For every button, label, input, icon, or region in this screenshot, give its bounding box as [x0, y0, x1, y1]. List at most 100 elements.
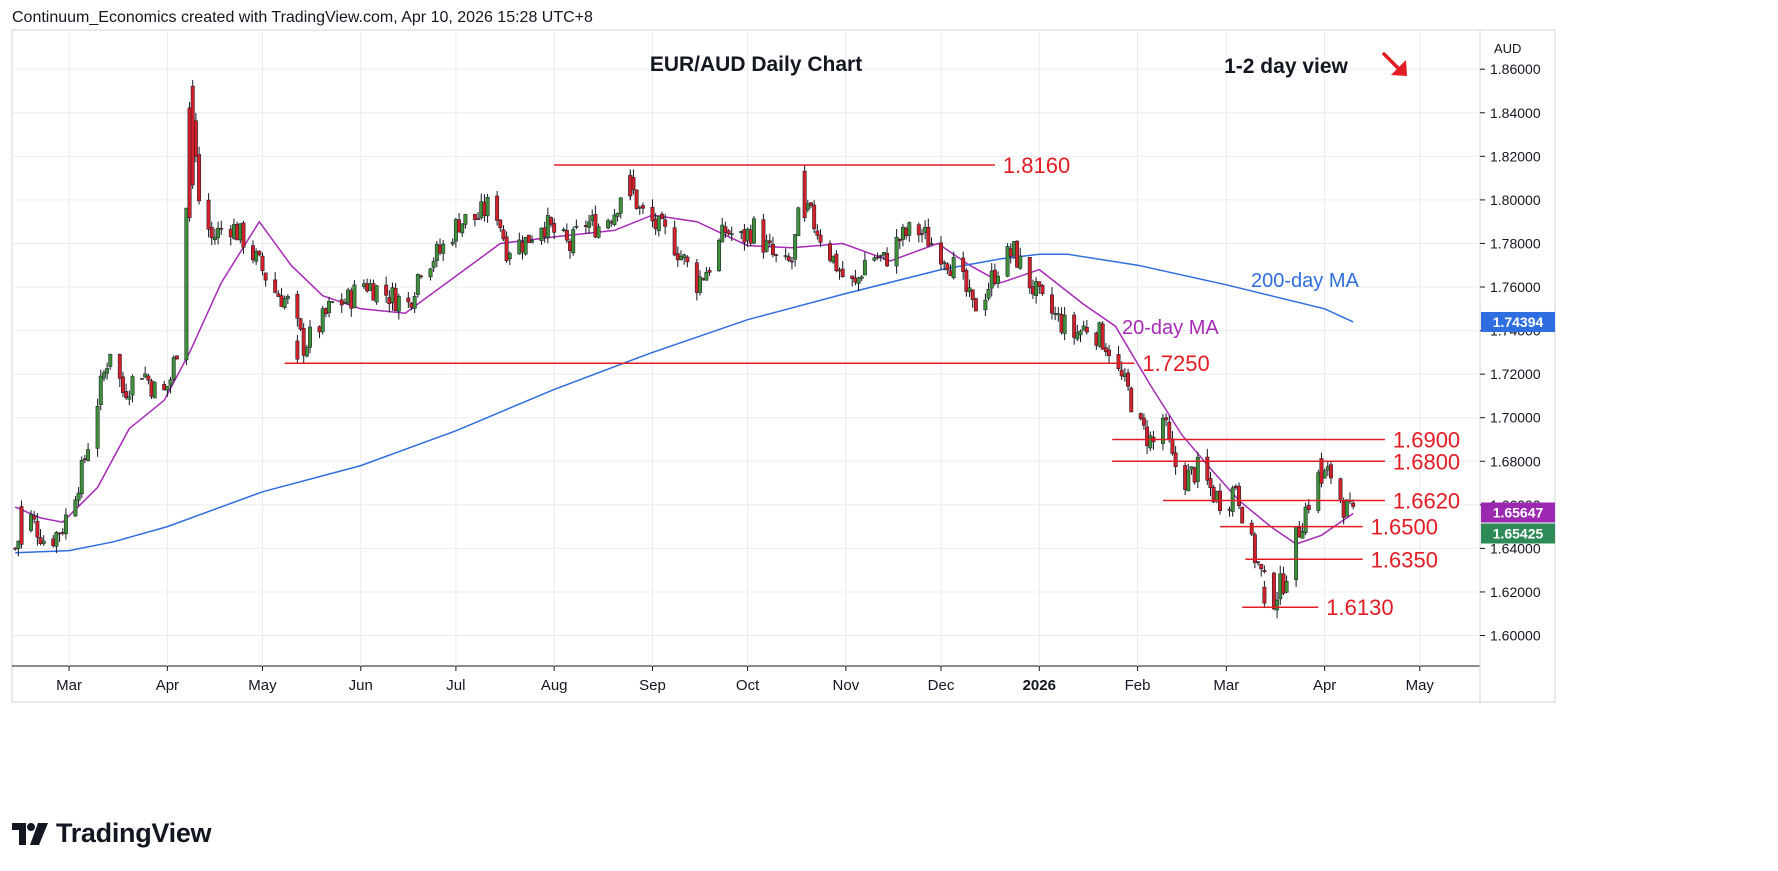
- ma20-line: [14, 214, 1354, 545]
- candle-extreme: [19, 506, 24, 545]
- candle-down: [1129, 387, 1134, 413]
- x-tick-label: Dec: [928, 677, 955, 694]
- candle-down: [672, 227, 677, 256]
- chart-annotations: EUR/AUD Daily Chart 1-2 day view 200-day M…: [650, 52, 1407, 339]
- candle-down: [1015, 240, 1020, 268]
- candle-up: [745, 228, 750, 241]
- candle-down: [1141, 417, 1146, 426]
- candle-down: [387, 297, 392, 305]
- x-tick-label: Nov: [833, 677, 860, 694]
- candle-up: [951, 257, 956, 279]
- candle-extreme: [190, 85, 195, 186]
- y-tick-label: 1.70000: [1490, 410, 1541, 426]
- candle-up: [606, 220, 611, 229]
- candle-up: [517, 239, 522, 255]
- candle-down: [809, 202, 813, 206]
- candle-down: [1037, 281, 1042, 287]
- candle-up: [346, 289, 351, 304]
- candle-down: [1329, 464, 1333, 479]
- ma200-price-badge: [1481, 311, 1555, 332]
- candle-up: [1053, 312, 1058, 315]
- candle-down: [542, 227, 547, 237]
- candle-down: [675, 253, 680, 261]
- candle-down: [552, 223, 557, 233]
- candle-up: [856, 277, 861, 284]
- candle-up: [330, 301, 335, 303]
- candle-down: [409, 302, 414, 308]
- candle-down: [650, 206, 655, 222]
- view-label: 1-2 day view: [1224, 55, 1348, 78]
- candle-down: [992, 269, 997, 285]
- candle-down: [476, 218, 481, 220]
- candle-up: [783, 255, 788, 257]
- candle-down: [964, 270, 969, 292]
- candle-down: [339, 299, 344, 306]
- candle-up: [590, 215, 595, 221]
- candle-down: [1084, 327, 1089, 333]
- tradingview-brand: TradingView: [56, 818, 212, 848]
- x-tick-label: Apr: [1313, 677, 1336, 694]
- candle-down: [1027, 257, 1032, 289]
- candle-down: [1227, 509, 1232, 511]
- x-tick-label: Apr: [156, 677, 179, 694]
- candle-up: [571, 229, 576, 254]
- candle-up: [361, 283, 366, 287]
- candle-down: [1119, 369, 1124, 377]
- x-tick-label: May: [1406, 677, 1435, 694]
- ma20-label: 20-day MA: [1122, 317, 1219, 339]
- time-axis[interactable]: Mar Apr May Jun Jul Aug Sep Oct Nov Dec 2026 Feb Mar…: [56, 666, 1434, 694]
- price-axis[interactable]: AUD 1.86000 1.84000 1.82000 1.80000 1.78000 1.…: [1480, 41, 1541, 644]
- candle-up: [1034, 281, 1039, 297]
- candle-up: [720, 224, 725, 243]
- candle-down: [1351, 502, 1356, 507]
- candle-down: [257, 250, 262, 256]
- candle-up: [1056, 313, 1061, 316]
- candle-down: [1262, 570, 1267, 572]
- candle-down: [295, 293, 300, 319]
- x-tick-label: Jul: [446, 677, 465, 694]
- candle-up: [612, 214, 617, 225]
- price-axis-frame: [1479, 29, 1556, 703]
- candle-down: [790, 260, 794, 263]
- candle-up: [16, 540, 21, 549]
- candle-up: [996, 275, 1001, 284]
- candle-down: [945, 263, 950, 271]
- candle-down: [1164, 417, 1169, 421]
- candle-up: [831, 255, 836, 263]
- currency-label: AUD: [1494, 41, 1521, 56]
- candle-up: [76, 492, 81, 501]
- candle-up: [872, 257, 877, 261]
- candle-down: [926, 226, 931, 247]
- candle-up: [1322, 470, 1327, 479]
- candle-down: [742, 229, 747, 243]
- candle-up: [1325, 466, 1330, 471]
- x-tick-label: Jun: [349, 677, 373, 694]
- candle-up: [1278, 573, 1283, 600]
- candle-up: [1075, 332, 1080, 340]
- candle-down: [815, 230, 820, 236]
- candle-up: [212, 236, 217, 241]
- level-label-1.7250: 1.7250: [1142, 351, 1209, 376]
- candle-down: [723, 226, 728, 233]
- candle-up: [79, 460, 84, 495]
- ma200-line: [15, 253, 1354, 554]
- candle-up: [304, 347, 309, 357]
- candle-up: [143, 373, 148, 378]
- candle-up: [216, 227, 221, 238]
- candle-up: [1344, 499, 1349, 517]
- candle-extreme: [1262, 586, 1267, 604]
- candle-down: [653, 219, 658, 229]
- candle-up: [396, 296, 401, 312]
- y-tick-label: 1.64000: [1490, 540, 1541, 556]
- candle-up: [285, 295, 290, 299]
- candle-up: [1303, 506, 1308, 534]
- tradingview-logo[interactable]: TradingView: [12, 818, 212, 849]
- candle-down: [774, 254, 779, 256]
- candle-down: [837, 269, 842, 272]
- candle-down: [495, 195, 500, 221]
- candle-up: [929, 242, 934, 245]
- candle-down: [393, 288, 398, 312]
- candle-down: [235, 224, 240, 241]
- candle-up: [923, 226, 928, 233]
